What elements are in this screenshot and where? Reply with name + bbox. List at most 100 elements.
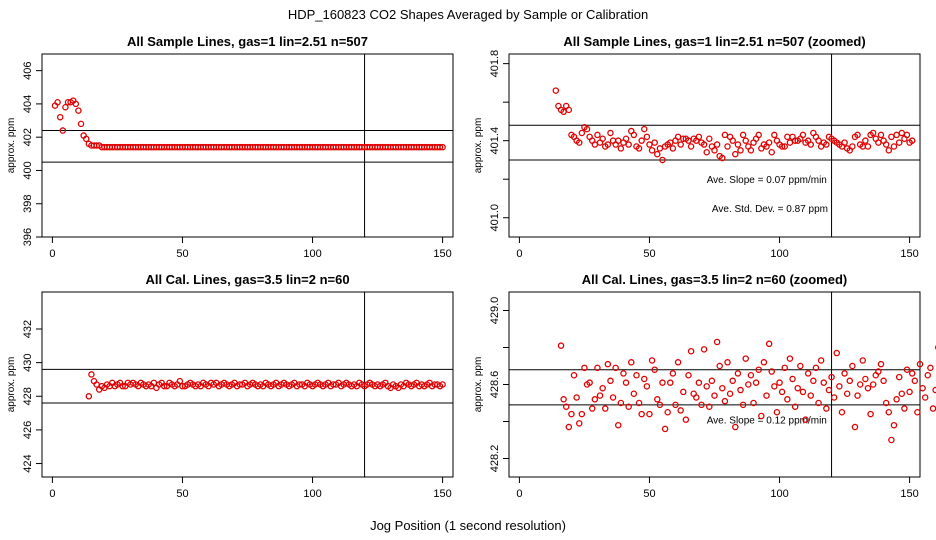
data-point	[781, 364, 788, 372]
data-point	[823, 141, 830, 148]
data-point	[726, 390, 734, 397]
data-point	[903, 131, 911, 139]
data-point	[843, 390, 851, 397]
data-point	[794, 384, 801, 392]
data-point	[778, 388, 786, 396]
data-point	[789, 375, 796, 383]
data-point	[562, 403, 570, 410]
data-point	[875, 368, 882, 375]
data-point	[838, 408, 846, 416]
data-point	[591, 396, 599, 403]
data-point	[588, 405, 596, 412]
data-point	[765, 340, 773, 348]
data-point	[601, 405, 609, 412]
data-point	[609, 394, 617, 401]
data-point	[706, 403, 713, 410]
data-point	[641, 375, 648, 383]
data-point	[771, 131, 778, 139]
data-point	[713, 338, 721, 346]
x-tick-label: 100	[770, 488, 788, 500]
panel-title: All Sample Lines, gas=1 lin=2.51 n=507 (…	[563, 34, 865, 49]
data-point	[161, 382, 168, 390]
data-point	[786, 139, 794, 146]
data-point	[635, 399, 643, 407]
data-point	[864, 384, 872, 392]
data-point	[557, 342, 565, 349]
data-point	[654, 150, 661, 158]
data-point	[927, 364, 934, 372]
data-point	[635, 145, 643, 152]
data-point	[711, 147, 718, 154]
data-point	[890, 421, 898, 429]
y-axis-label: approx. ppm	[6, 357, 17, 413]
data-point	[729, 137, 736, 144]
data-point	[578, 129, 586, 137]
data-point	[742, 355, 749, 362]
data-point	[646, 141, 653, 148]
data-point	[713, 141, 721, 148]
chart-panel-3: All Cal. Lines, gas=3.5 lin=2 n=60 0 50 100…	[6, 272, 454, 500]
data-point	[799, 131, 807, 139]
y-axis-label: approx. ppm	[473, 357, 484, 413]
data-point	[568, 410, 575, 418]
data-point	[703, 383, 710, 390]
data-point	[914, 408, 921, 416]
data-point	[695, 379, 703, 386]
data-point	[651, 139, 658, 146]
data-point	[765, 139, 773, 146]
data-point	[54, 98, 61, 106]
data-point	[669, 370, 677, 377]
data-point	[638, 137, 645, 144]
data-point	[791, 403, 799, 410]
data-point	[724, 143, 731, 150]
panel-title: All Cal. Lines, gas=3.5 lin=2 n=60 (zoom…	[582, 272, 848, 287]
data-point	[586, 379, 593, 386]
x-tick-label: 0	[516, 248, 522, 260]
y-tick-label: 424	[22, 454, 34, 472]
data-point	[75, 107, 82, 114]
data-point	[716, 362, 723, 370]
data-point	[667, 379, 674, 386]
annotation: Ave. Slope = 0.07 ppm/min	[707, 175, 827, 186]
data-point	[885, 147, 893, 154]
data-point	[648, 147, 656, 154]
data-point	[708, 377, 716, 385]
data-point	[815, 399, 822, 407]
data-point	[781, 143, 788, 150]
x-axis-label: Jog Position (1 second resolution)	[370, 518, 566, 533]
y-tick-label: 426	[22, 421, 34, 439]
data-point	[607, 377, 614, 385]
data-point	[638, 410, 645, 418]
data-point	[804, 370, 812, 377]
y-tick-label: 401.8	[489, 50, 501, 78]
data-point	[698, 401, 705, 409]
data-point	[807, 141, 814, 148]
data-point	[916, 360, 924, 368]
x-tick-label: 50	[643, 488, 655, 500]
data-point	[581, 364, 588, 372]
data-point	[849, 143, 856, 150]
data-point	[596, 392, 604, 399]
data-point	[833, 349, 841, 357]
data-point	[812, 364, 820, 372]
data-point	[742, 137, 749, 144]
data-point	[737, 386, 744, 394]
data-point	[654, 396, 661, 403]
data-point	[771, 383, 778, 390]
data-point	[895, 373, 903, 381]
x-tick-label: 150	[433, 488, 451, 500]
data-point	[719, 154, 726, 162]
data-point	[604, 141, 612, 148]
data-point	[674, 359, 682, 366]
data-point	[739, 401, 747, 409]
data-point	[703, 148, 710, 156]
data-point	[682, 416, 690, 423]
y-tick-label: 432	[22, 320, 34, 338]
plot-frame	[508, 53, 921, 238]
data-point	[594, 131, 601, 139]
data-point	[875, 139, 882, 146]
data-point	[880, 377, 887, 385]
data-point	[885, 408, 893, 416]
data-point	[59, 127, 67, 134]
data-point	[732, 423, 739, 431]
